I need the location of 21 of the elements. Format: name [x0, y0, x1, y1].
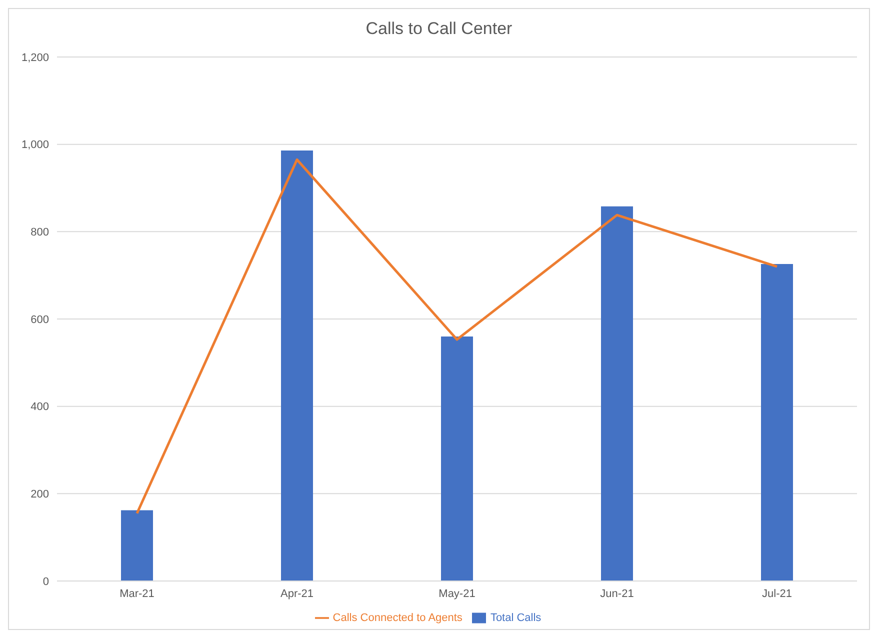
x-tick-label: Apr-21 [280, 588, 314, 600]
x-tick-label: Mar-21 [120, 588, 154, 600]
y-tick-label: 200 [30, 488, 49, 501]
y-tick-label: 0 [42, 576, 49, 588]
bar [441, 336, 473, 581]
bar [121, 510, 153, 581]
y-tick-label: 800 [30, 226, 49, 239]
legend-label: Calls Connected to Agents [332, 612, 462, 624]
chart-title: Calls to Call Center [364, 18, 514, 40]
y-tick-label: 1,200 [21, 52, 49, 64]
x-tick-label: Jun-21 [600, 588, 634, 600]
x-tick-label: May-21 [438, 588, 476, 600]
bar [601, 206, 633, 581]
bar [281, 150, 313, 581]
bar [761, 264, 793, 581]
line-series [136, 158, 778, 515]
y-tick-label: 600 [30, 314, 49, 326]
x-tick-label: Jul-21 [762, 588, 792, 600]
y-tick-label: 400 [30, 401, 49, 414]
y-tick-label: 1,000 [21, 139, 49, 152]
legend-label: Total Calls [490, 612, 542, 624]
